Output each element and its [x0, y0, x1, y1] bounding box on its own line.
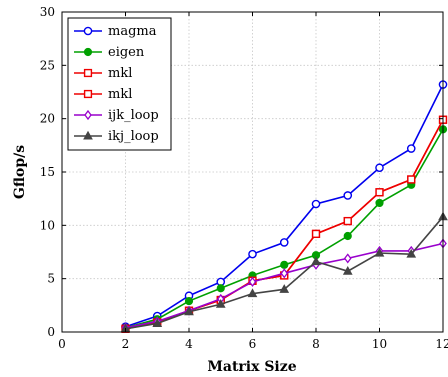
data-point-eigen [375, 198, 384, 208]
legend-marker-magma [83, 26, 93, 36]
x-tick-label: 8 [312, 337, 320, 351]
data-point-magma [343, 191, 353, 200]
y-tick-label: 25 [40, 58, 55, 72]
x-tick-label: 0 [58, 337, 66, 351]
axis-ticks: 0 2 4 6 8 10 12 0 5 10 15 20 25 30 [40, 5, 448, 351]
x-tick-label: 4 [185, 337, 193, 351]
data-point-mkl [343, 216, 352, 226]
series-line-eigen [125, 128, 444, 329]
data-point-magma [248, 249, 257, 259]
data-point-magma [279, 238, 289, 247]
data-point-mkl [311, 229, 321, 238]
data-point-magma [311, 199, 321, 209]
y-tick-label: 30 [40, 5, 55, 19]
data-point-eigen [280, 260, 289, 269]
data-point-ikj_loop [342, 265, 353, 275]
data-point-ikj_loop [406, 248, 417, 258]
legend-marker-mkl [83, 68, 93, 78]
legend-label-mkl: mkl [108, 87, 132, 102]
legend-label-ikj_loop: ikj_loop [108, 129, 159, 144]
legend-marker-mkl [83, 89, 93, 99]
data-point-magma [375, 163, 384, 173]
data-point-magma [406, 144, 416, 153]
legend-label-ijk_loop: ijk_loop [108, 108, 159, 123]
data-point-eigen [216, 284, 225, 293]
series-lines [120, 80, 448, 333]
series-ikj_loop [120, 211, 448, 333]
y-tick-label: 5 [47, 272, 55, 286]
data-point-ijk_loop [280, 268, 289, 279]
data-point-ikj_loop [374, 247, 385, 257]
legend-marker-ijk_loop [84, 109, 92, 121]
data-point-eigen [343, 231, 352, 241]
x-tick-label: 10 [372, 337, 387, 351]
data-point-eigen [184, 296, 194, 306]
data-point-mkl [375, 188, 384, 197]
data-point-ikj_loop [247, 288, 258, 298]
data-point-ijk_loop [343, 253, 352, 264]
legend-marker-ikj_loop [83, 130, 93, 140]
series-line-mkl [125, 119, 444, 330]
x-axis-title: Matrix Size [207, 359, 296, 375]
x-tick-label: 12 [435, 337, 448, 351]
data-point-ikj_loop [184, 306, 194, 316]
legend-label-magma: magma [108, 24, 157, 39]
y-tick-label: 15 [40, 165, 55, 179]
legend-label-mkl: mkl [108, 66, 132, 81]
y-tick-label: 10 [40, 218, 55, 232]
data-point-ikj_loop [215, 299, 226, 308]
y-axis-title: Gflop/s [12, 145, 28, 199]
data-point-ikj_loop [311, 256, 321, 266]
data-point-ikj_loop [279, 284, 290, 293]
data-point-ikj_loop [152, 318, 163, 327]
legend-marker-eigen [83, 47, 93, 57]
data-point-mkl [407, 175, 416, 184]
legend: magma eigen mkl mkl ijk_loop ikj_loop [67, 17, 172, 151]
legend-box [67, 17, 172, 151]
legend-label-eigen: eigen [108, 45, 145, 60]
series-line-mkl [125, 119, 444, 330]
y-tick-label: 20 [40, 112, 55, 126]
x-tick-label: 2 [122, 337, 130, 351]
x-tick-label: 6 [249, 337, 257, 351]
data-point-ijk_loop [248, 276, 257, 287]
y-tick-label: 0 [47, 325, 55, 339]
